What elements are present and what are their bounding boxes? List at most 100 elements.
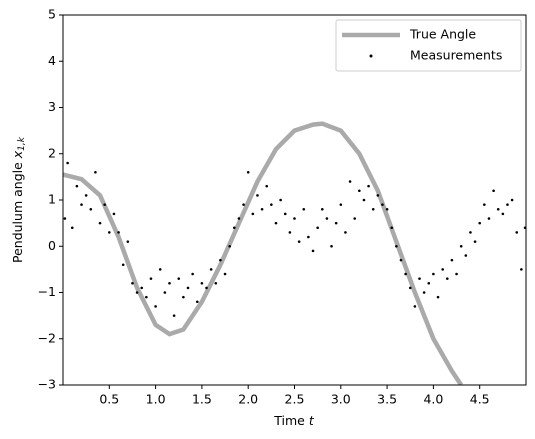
measurement-point: [432, 272, 435, 276]
measurement-point: [487, 217, 491, 220]
legend: True Angle Measurements: [335, 19, 522, 72]
measurement-point: [385, 207, 389, 211]
measurement-point: [427, 281, 431, 285]
measurement-point: [483, 203, 486, 206]
measurement-point: [311, 249, 315, 253]
measurement-point: [371, 207, 375, 211]
plot-area: [63, 121, 526, 385]
measurement-point: [131, 281, 134, 285]
measurement-point: [325, 217, 329, 220]
x-tick-label: 4.0: [423, 392, 443, 407]
measurement-point: [108, 231, 111, 234]
measurement-point: [270, 203, 273, 206]
measurement-point: [395, 244, 398, 248]
measurement-point: [473, 240, 477, 243]
measurement-point: [320, 207, 324, 211]
measurement-point: [302, 207, 306, 211]
x-label-var: t: [309, 413, 315, 428]
legend-label: True Angle: [409, 27, 476, 42]
measurement-point: [75, 184, 79, 188]
measurement-point: [214, 281, 218, 285]
x-label-text: Time: [273, 413, 305, 428]
measurement-point: [172, 314, 176, 317]
y-label-sub: 1,k: [17, 136, 27, 151]
y-tick-label: 5: [48, 7, 56, 22]
y-tick-label: 0: [48, 238, 56, 253]
measurement-point: [274, 221, 278, 225]
measurement-point: [205, 286, 208, 290]
y-tick-label: −1: [38, 284, 56, 299]
measurement-point: [330, 244, 333, 248]
measurement-point: [219, 258, 222, 262]
measurement-point: [358, 189, 361, 193]
measurement-point: [279, 198, 282, 202]
measurement-point: [523, 226, 526, 230]
measurement-point: [177, 277, 181, 280]
measurement-point: [154, 305, 157, 308]
measurement-point: [191, 272, 194, 276]
measurement-point: [121, 263, 125, 267]
x-tick-label: 3.5: [377, 392, 397, 407]
measurement-point: [344, 231, 347, 234]
measurement-point: [265, 184, 269, 188]
measurement-point: [260, 207, 264, 211]
measurement-point: [168, 281, 171, 285]
measurement-point: [186, 286, 190, 290]
measurement-point: [126, 240, 130, 243]
measurement-point: [182, 295, 185, 299]
measurement-point: [84, 194, 88, 197]
measurement-point: [145, 295, 148, 299]
measurement-point: [223, 272, 227, 276]
measurement-point: [506, 203, 509, 206]
measurement-point: [445, 277, 449, 280]
measurement-point: [94, 170, 97, 174]
measurement-point: [163, 291, 167, 294]
y-tick-label: 3: [48, 99, 56, 114]
x-tick-label: 4.5: [470, 392, 490, 407]
measurement-point: [293, 217, 296, 220]
measurement-point: [149, 277, 153, 280]
measurement-point: [404, 272, 407, 276]
measurement-point: [422, 291, 426, 294]
x-axis-label: Time t: [273, 413, 315, 428]
measurement-point: [515, 231, 519, 234]
measurement-point: [464, 254, 468, 257]
measurement-point: [353, 217, 356, 220]
measurement-point: [408, 286, 412, 290]
x-tick-label: 2.5: [285, 392, 305, 407]
measurement-point: [242, 203, 245, 206]
measurement-point: [63, 217, 67, 220]
measurement-point: [390, 226, 394, 230]
measurement-point: [80, 203, 83, 206]
measurement-point: [469, 231, 472, 234]
y-axis-label: Pendulum angle x1,k: [10, 136, 27, 263]
measurement-point: [450, 258, 454, 262]
measurement-point: [399, 258, 403, 262]
measurement-point: [520, 268, 523, 271]
measurement-point: [283, 212, 287, 216]
measurement-point: [112, 212, 116, 216]
measurement-point: [339, 203, 343, 206]
y-tick-label: 2: [48, 145, 56, 160]
measurement-point: [459, 244, 463, 248]
measurement-point: [478, 221, 482, 225]
measurement-point: [251, 212, 255, 216]
x-tick-label: 3.0: [331, 392, 351, 407]
measurement-point: [66, 161, 69, 165]
measurement-point: [98, 221, 102, 225]
x-tick-label: 1.5: [192, 392, 212, 407]
measurement-point: [418, 277, 421, 280]
measurement-point: [195, 300, 199, 304]
measurement-point: [307, 235, 310, 239]
y-tick-label: −2: [38, 330, 56, 345]
measurement-point: [436, 295, 440, 299]
measurement-point: [256, 194, 259, 197]
y-label-text: Pendulum angle: [10, 162, 25, 263]
measurement-point: [233, 226, 236, 230]
measurement-point: [237, 217, 241, 220]
measurement-point: [103, 203, 106, 206]
x-tick-label: 0.5: [99, 392, 119, 407]
measurement-point: [441, 268, 444, 271]
legend-label: Measurements: [410, 48, 502, 63]
